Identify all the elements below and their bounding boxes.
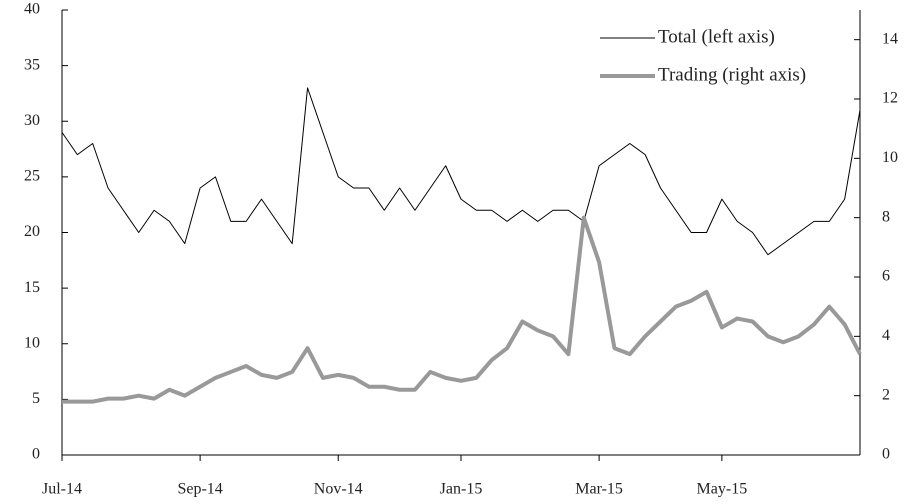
y-tick-label: 10 <box>24 334 40 351</box>
x-tick-label: Mar-15 <box>575 481 623 498</box>
y2-tick-label: 2 <box>882 386 890 403</box>
y-tick-label: 35 <box>24 56 40 73</box>
y2-tick-label: 10 <box>882 149 898 166</box>
series-line <box>61 87 861 256</box>
y-tick-label: 25 <box>24 168 40 185</box>
y-tick-label: 40 <box>24 1 40 18</box>
y2-tick-label: 14 <box>882 30 898 47</box>
y-tick-label: 5 <box>32 390 40 407</box>
x-tick-label: Sep-14 <box>177 481 222 498</box>
y-tick-label: 20 <box>24 223 40 240</box>
y-tick-label: 30 <box>24 112 40 129</box>
y2-tick-label: 6 <box>882 268 890 285</box>
y-tick-label: 15 <box>24 279 40 296</box>
legend-label: Trading (right axis) <box>658 64 806 85</box>
x-tick-label: Nov-14 <box>314 481 363 498</box>
y2-tick-label: 12 <box>882 90 898 107</box>
y-tick-label: 0 <box>32 446 40 463</box>
x-tick-label: Jan-15 <box>440 481 483 498</box>
y2-tick-label: 4 <box>882 327 890 344</box>
x-tick-label: Jul-14 <box>42 481 82 498</box>
y2-tick-label: 0 <box>882 446 890 463</box>
y2-tick-label: 8 <box>882 208 890 225</box>
series-line <box>62 215 862 404</box>
x-tick-label: May-15 <box>697 481 748 498</box>
legend-label: Total (left axis) <box>658 26 775 47</box>
